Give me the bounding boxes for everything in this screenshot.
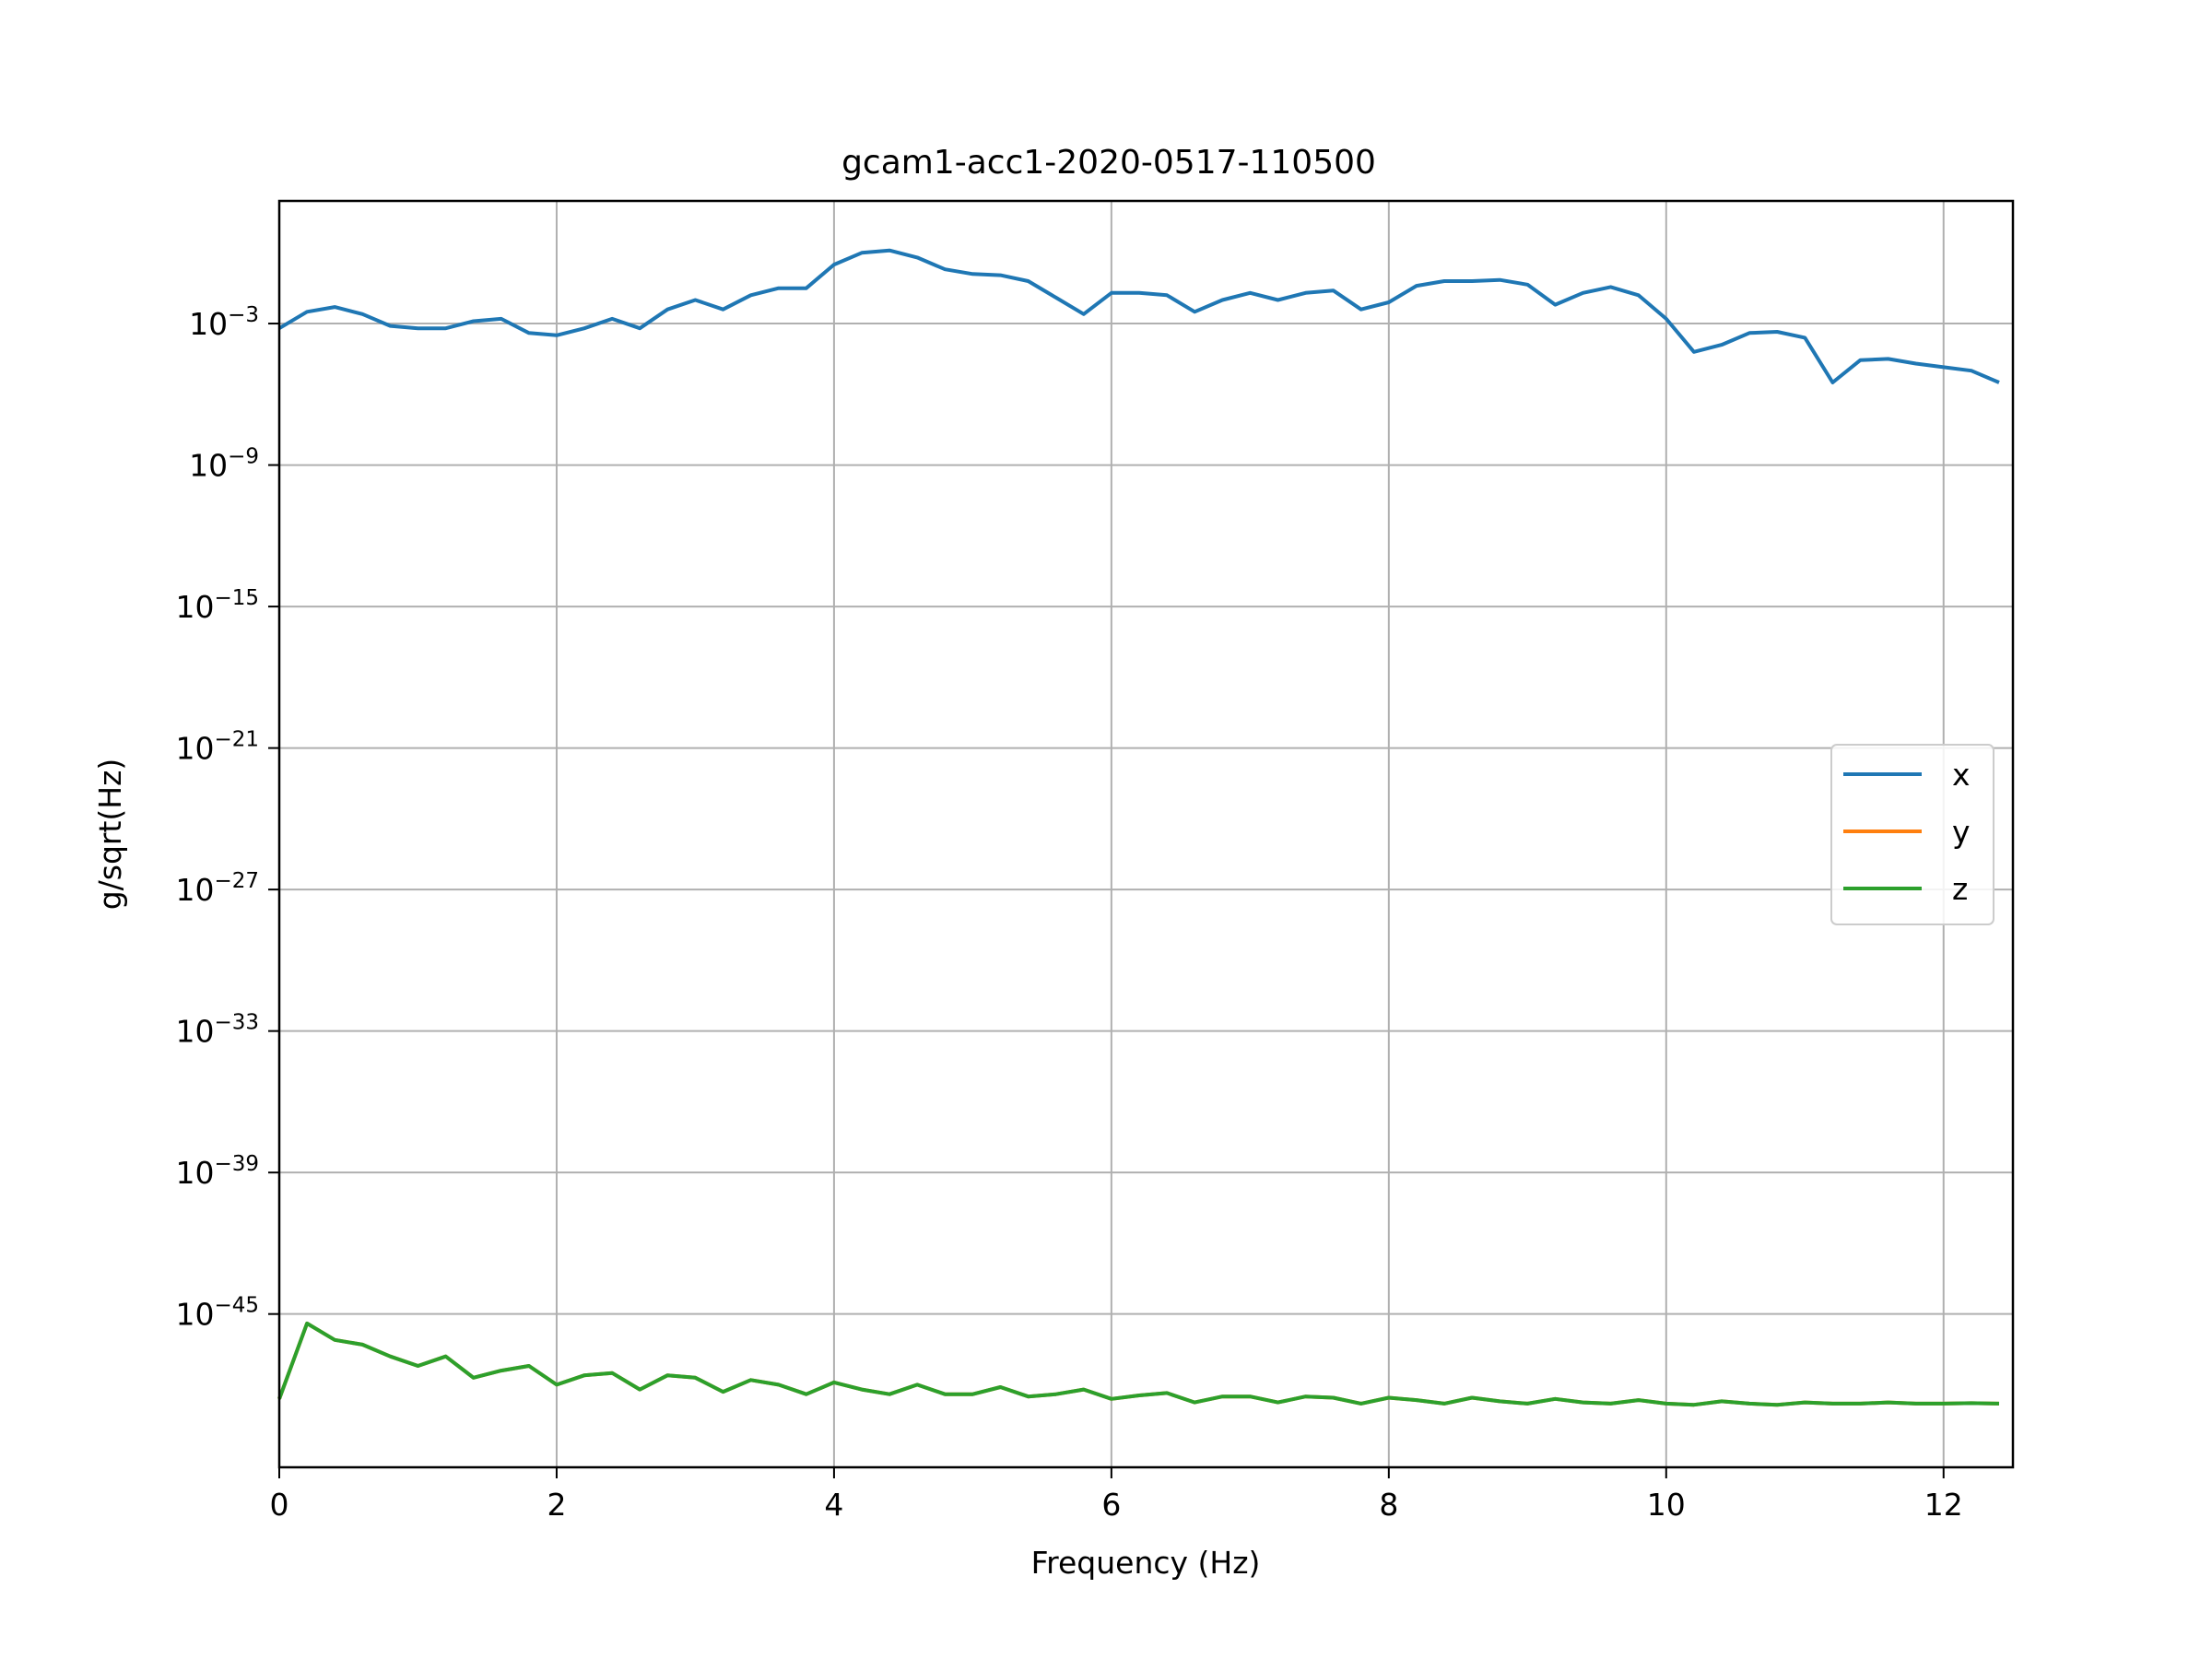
legend: xyz	[1830, 744, 1994, 925]
y-tick-label: 10−9	[189, 445, 259, 484]
series-line-x	[277, 248, 2000, 384]
legend-box	[1830, 744, 1994, 925]
x-axis-label: Frequency (Hz)	[1031, 1545, 1261, 1581]
y-tick-label: 10−39	[175, 1152, 259, 1191]
x-tick-label: 10	[1647, 1487, 1686, 1523]
y-tick-label: 10−15	[175, 586, 259, 625]
y-tick-label: 10−3	[189, 303, 259, 342]
plot-frame	[277, 199, 2015, 1469]
chart-title: gcam1-acc1-2020-0517-110500	[841, 144, 1376, 182]
legend-label-y: y	[1952, 814, 1971, 850]
y-tick-label: 10−33	[175, 1011, 259, 1050]
y-tick-label: 10−45	[175, 1294, 259, 1333]
y-axis-label: g/sqrt(Hz)	[92, 759, 128, 911]
x-tick-label: 8	[1379, 1487, 1398, 1523]
x-tick-label: 2	[547, 1487, 566, 1523]
axis-ticks: 0 2 4 6 8 10 12 10−3 10−9 10−15 10−21 10−27 10−33 10−…	[175, 303, 1962, 1523]
x-tick-label: 4	[824, 1487, 843, 1523]
y-tick-label: 10−27	[175, 869, 259, 908]
grid-lines	[278, 201, 2013, 1467]
x-tick-label: 12	[1924, 1487, 1963, 1523]
x-tick-label: 0	[270, 1487, 289, 1523]
legend-label-z: z	[1952, 871, 1968, 907]
x-tick-label: 6	[1101, 1487, 1121, 1523]
legend-label-x: x	[1952, 757, 1971, 793]
series-line-z	[277, 1321, 2000, 1407]
y-tick-label: 10−21	[175, 728, 259, 767]
series-lines	[277, 248, 2000, 1407]
